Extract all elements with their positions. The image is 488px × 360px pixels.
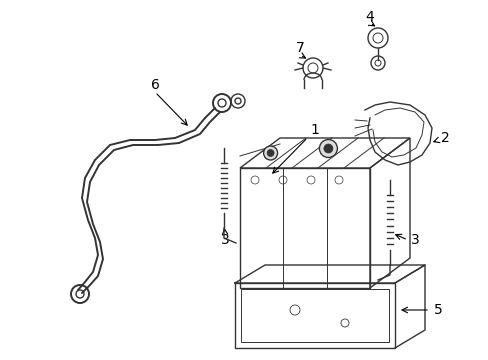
Text: 1: 1 bbox=[272, 123, 319, 173]
Bar bbox=[240, 168, 369, 288]
Bar bbox=[235, 283, 394, 348]
Circle shape bbox=[323, 144, 332, 153]
Text: 4: 4 bbox=[365, 10, 374, 24]
Circle shape bbox=[266, 149, 274, 157]
Text: 7: 7 bbox=[295, 41, 304, 55]
Circle shape bbox=[319, 139, 337, 158]
Circle shape bbox=[263, 146, 277, 160]
Bar bbox=[241, 289, 388, 342]
Text: 3: 3 bbox=[220, 233, 229, 247]
Text: 3: 3 bbox=[410, 233, 419, 247]
Text: 2: 2 bbox=[433, 131, 448, 145]
Text: 5: 5 bbox=[433, 303, 442, 317]
Text: 6: 6 bbox=[150, 78, 159, 92]
